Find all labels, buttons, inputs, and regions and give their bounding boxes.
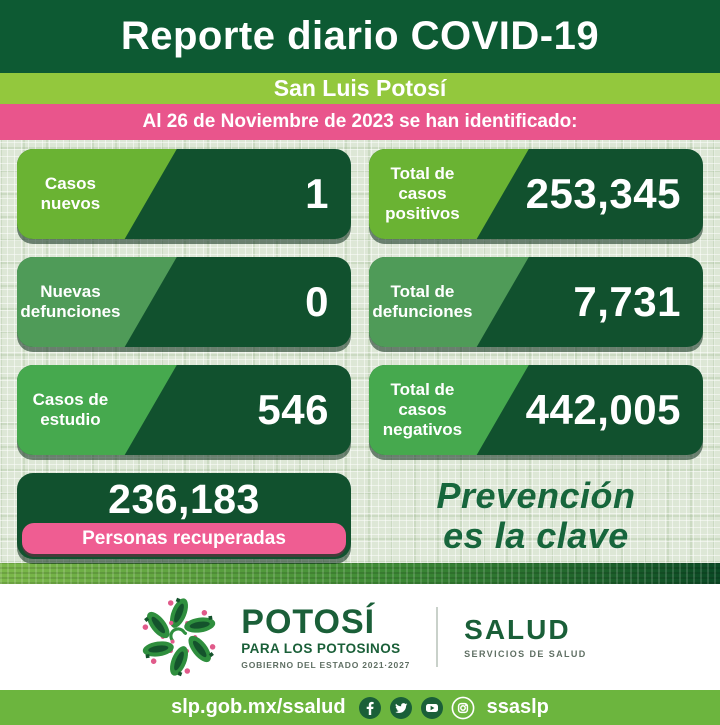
stat-card-label-area: Casos de estudio: [17, 365, 177, 455]
stat-card-total-defunciones: Total de defunciones 7,731: [369, 257, 703, 347]
stat-card-label-area: Total de casos positivos: [369, 149, 529, 239]
salud-logo-name: SALUD: [464, 613, 571, 645]
stat-card-value: 442,005: [525, 386, 681, 433]
bottom-bar: slp.gob.mx/ssalud ssaslp: [0, 690, 720, 725]
potosi-logo-tagline: PARA LOS POTOSINOS: [241, 641, 401, 656]
recovered-label: Personas recuperadas: [82, 527, 286, 549]
stats-grid: Casos nuevos 1 Total de casos positivos …: [17, 149, 703, 559]
date-line: Al 26 de Noviembre de 2023 se han identi…: [142, 111, 578, 132]
social-handle: ssaslp: [486, 696, 549, 718]
stat-card-value: 1: [305, 170, 329, 217]
stat-card-label: Casos nuevos: [40, 173, 101, 213]
stat-card-label-area: Nuevas defunciones: [17, 257, 177, 347]
potosi-logo-block: POTOSÍ PARA LOS POTOSINOS GOBIERNO DEL E…: [241, 605, 410, 669]
state-name: San Luis Potosí: [273, 75, 447, 101]
report-title: Reporte diario COVID-19: [120, 14, 600, 58]
prevention-slogan: Prevención es la clave: [436, 474, 636, 556]
salud-logo-tagline: SERVICIOS DE SALUD: [464, 648, 587, 659]
instagram-icon: [451, 696, 475, 719]
stat-card-label: Nuevas defunciones: [20, 281, 121, 321]
footer-logos: POTOSÍ PARA LOS POTOSINOS GOBIERNO DEL E…: [0, 584, 720, 690]
stat-card-casos-nuevos: Casos nuevos 1: [17, 149, 351, 239]
salud-logo-block: SALUD SERVICIOS DE SALUD: [464, 613, 587, 659]
stat-card-value: 546: [257, 386, 329, 433]
divider-band: [0, 563, 720, 584]
potosi-logo-name: POTOSÍ: [241, 603, 376, 641]
date-bar: Al 26 de Noviembre de 2023 se han identi…: [0, 104, 720, 140]
footer-divider: [436, 607, 439, 667]
twitter-icon: [389, 696, 412, 719]
recovered-badge: Personas recuperadas: [22, 523, 346, 554]
stat-card-total-positivos: Total de casos positivos 253,345: [369, 149, 703, 239]
stat-card-label: Total de casos positivos: [385, 163, 460, 224]
stat-card-value: 253,345: [525, 170, 681, 217]
stats-area: Casos nuevos 1 Total de casos positivos …: [0, 140, 720, 563]
stat-card-label-area: Total de defunciones: [369, 257, 529, 347]
potosi-embroidery-emblem-icon: [137, 595, 222, 679]
state-subtitle-bar: San Luis Potosí: [0, 73, 720, 104]
stat-card-label: Total de casos negativos: [382, 379, 463, 440]
stat-card-total-negativos: Total de casos negativos 442,005: [369, 365, 703, 455]
potosi-logo-government: GOBIERNO DEL ESTADO 2021·2027: [241, 659, 411, 670]
recovered-card: 236,183 Personas recuperadas: [17, 473, 351, 559]
slogan-cell: Prevención es la clave: [369, 473, 703, 559]
stat-card-nuevas-defunciones: Nuevas defunciones 0: [17, 257, 351, 347]
stat-card-label: Total de defunciones: [372, 281, 473, 321]
stat-card-value: 0: [305, 278, 329, 325]
stat-card-value: 7,731: [573, 278, 681, 325]
stat-card-label: Casos de estudio: [32, 389, 109, 429]
website-url: slp.gob.mx/ssalud: [171, 696, 346, 718]
youtube-icon: [420, 696, 443, 719]
stat-card-label-area: Casos nuevos: [17, 149, 177, 239]
recovered-value: 236,183: [108, 476, 260, 522]
report-title-bar: Reporte diario COVID-19: [0, 0, 720, 73]
stat-card-casos-estudio: Casos de estudio 546: [17, 365, 351, 455]
facebook-icon: [358, 696, 381, 719]
social-icons-group: [358, 696, 475, 720]
stat-card-label-area: Total de casos negativos: [369, 365, 529, 455]
